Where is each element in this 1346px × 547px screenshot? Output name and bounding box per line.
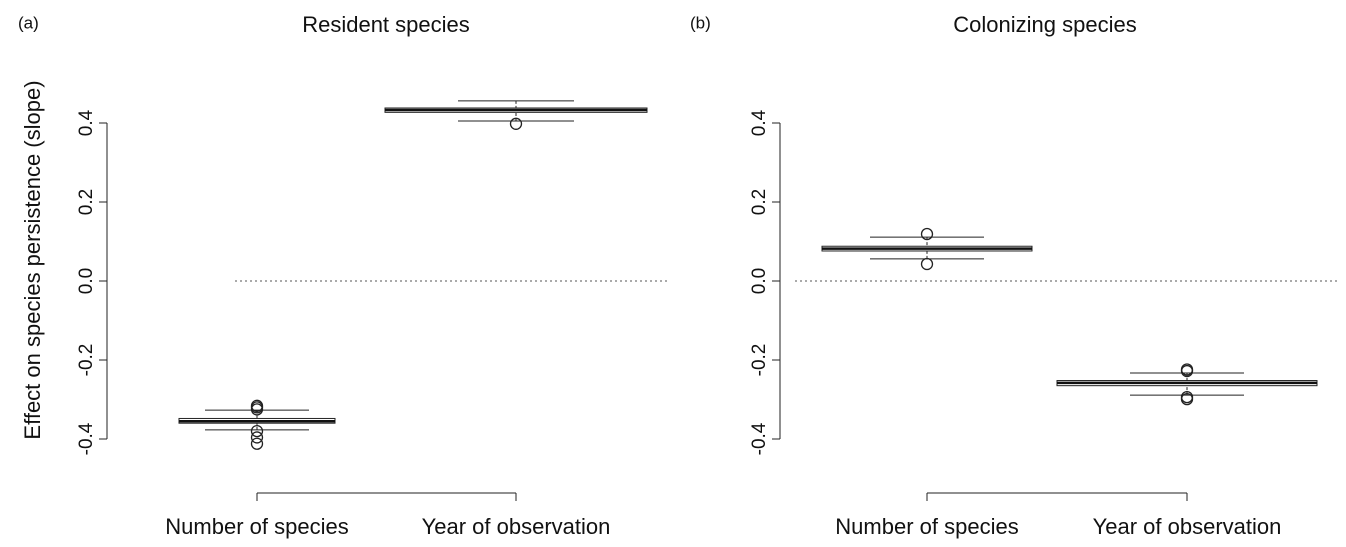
outlier [920,257,934,271]
y-tick-label: -0.2 [76,344,97,377]
y-axis-label: Effect on species persistence (slope) [20,80,45,439]
outlier [509,117,523,130]
outlier [250,431,264,444]
outlier [250,424,264,438]
chart-title: Resident species [302,12,470,37]
y-tick-label: 0.4 [76,109,97,136]
y-tick-label: -0.2 [749,344,770,377]
outlier [920,227,934,241]
x-tick-label: Number of species [835,514,1018,539]
chart-title: Colonizing species [953,12,1136,37]
outlier [1180,364,1194,378]
y-tick-label: 0.0 [76,268,97,294]
y-tick-label: 0.4 [749,109,770,136]
x-tick-label: Year of observation [422,514,611,539]
outlier [250,437,264,450]
y-tick-label: 0.2 [749,189,770,215]
outlier [250,403,264,416]
y-tick-label: -0.4 [749,422,770,455]
outlier [1180,392,1194,406]
y-tick-label: -0.4 [76,422,97,455]
y-tick-label: 0.0 [749,268,770,294]
panel-label: (b) [690,13,711,32]
x-tick-label: Number of species [165,514,348,539]
panel-label: (a) [18,13,39,32]
x-tick-label: Year of observation [1093,514,1282,539]
y-tick-label: 0.2 [76,189,97,215]
